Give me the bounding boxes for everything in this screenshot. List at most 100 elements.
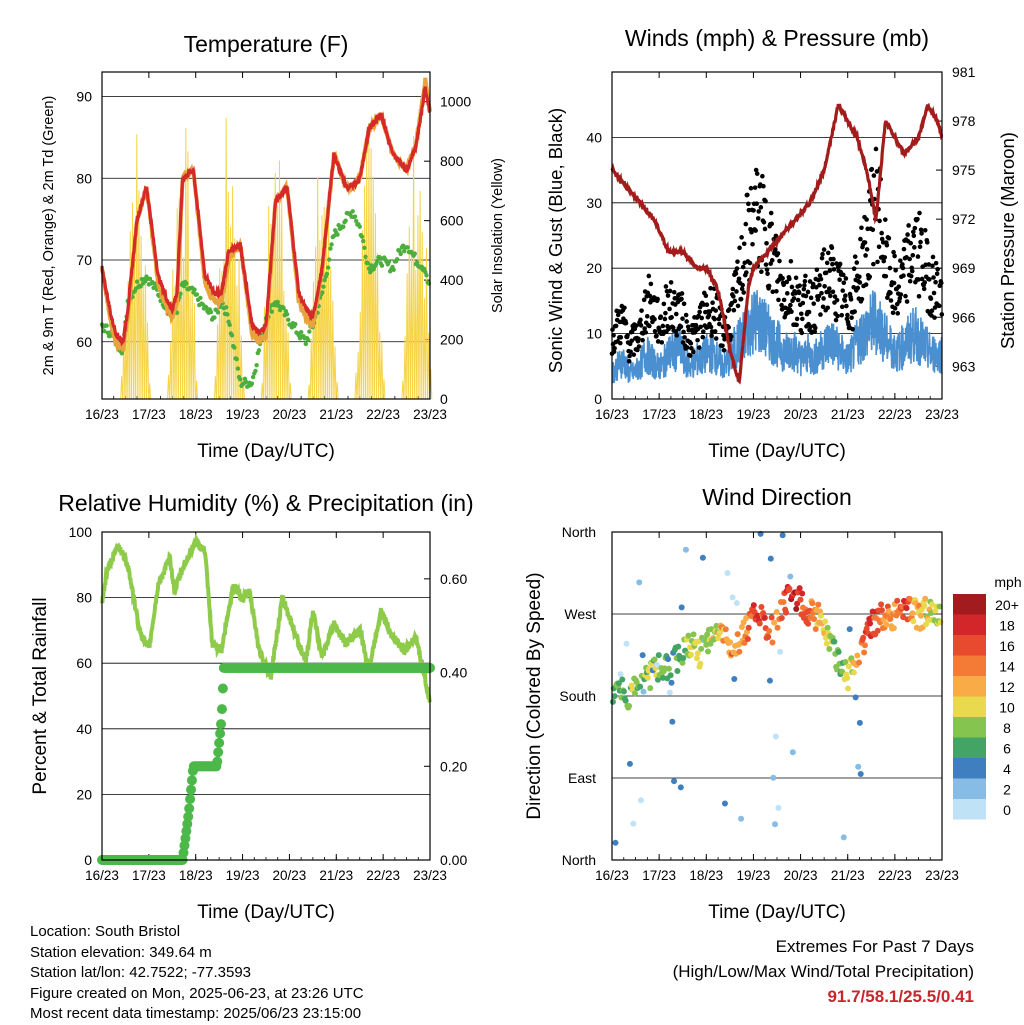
- gust-point: [820, 251, 825, 257]
- direction-point: [767, 555, 774, 562]
- gust-point: [647, 323, 652, 329]
- gust-point: [741, 241, 747, 247]
- direction-point: [671, 778, 678, 785]
- direction-point: [748, 613, 755, 620]
- direction-point: [611, 693, 618, 700]
- gust-point: [910, 252, 916, 258]
- dewpoint-point: [119, 351, 125, 356]
- gust-point: [761, 219, 767, 225]
- dewpoint-point: [322, 277, 327, 283]
- gust-point: [919, 276, 925, 282]
- dewpoint-point: [204, 305, 209, 310]
- gust-point: [823, 270, 829, 276]
- x-tick-label: 20/23: [784, 868, 818, 883]
- gust-point: [766, 283, 772, 289]
- x-tick-label: 18/23: [689, 407, 723, 422]
- gust-point: [720, 343, 725, 349]
- gust-point: [713, 308, 719, 313]
- gust-point: [882, 255, 888, 260]
- gust-point: [828, 293, 833, 299]
- dewpoint-point: [379, 263, 385, 268]
- gust-point: [869, 166, 875, 172]
- gust-point: [613, 323, 619, 329]
- gust-point: [749, 229, 754, 235]
- gust-point: [731, 307, 737, 313]
- x-axis-label: Time (Day/UTC): [708, 902, 846, 923]
- direction-point: [869, 608, 876, 615]
- gust-point: [852, 254, 858, 259]
- x-tick-label: 16/23: [595, 407, 629, 422]
- gust-point: [708, 285, 713, 291]
- colorbar-label: 0: [1003, 802, 1011, 818]
- rh-series: [100, 533, 432, 703]
- dewpoint-point: [178, 291, 183, 296]
- gust-point: [930, 254, 936, 260]
- direction-point: [758, 604, 765, 611]
- gust-point: [911, 233, 917, 239]
- gust-point: [888, 298, 894, 303]
- direction-point: [744, 636, 751, 643]
- colorbar-swatch: [953, 758, 986, 779]
- direction-point: [617, 671, 624, 678]
- gust-point: [915, 216, 920, 222]
- y-tick-label: 10: [586, 326, 602, 342]
- gust-point: [668, 280, 674, 285]
- dewpoint-point: [366, 266, 372, 271]
- direction-point: [936, 603, 943, 610]
- x-axis-label: Time (Day/UTC): [197, 902, 335, 923]
- gust-point: [833, 317, 839, 323]
- gust-point: [661, 301, 667, 307]
- direction-point: [704, 648, 711, 655]
- gust-point: [644, 314, 650, 319]
- gust-point: [826, 289, 832, 295]
- y-tick-label: 30: [586, 195, 602, 211]
- direction-point: [884, 603, 891, 610]
- gust-point: [655, 296, 660, 302]
- dewpoint-point: [362, 245, 367, 251]
- direction-point: [655, 652, 662, 659]
- gust-point: [812, 329, 818, 334]
- direction-point: [716, 629, 723, 636]
- gust-point: [843, 293, 848, 299]
- gust-point: [717, 321, 722, 327]
- gust-point: [681, 301, 687, 307]
- gust-point: [728, 334, 734, 339]
- dewpoint-point: [391, 267, 396, 272]
- gust-point: [851, 284, 856, 290]
- dewpoint-point: [354, 218, 359, 224]
- gust-point: [884, 242, 890, 248]
- gust-point: [794, 322, 799, 328]
- y-tick-label: West: [564, 606, 596, 622]
- direction-point: [812, 625, 819, 632]
- gust-point: [837, 277, 842, 283]
- y-tick-label: 40: [76, 721, 92, 737]
- direction-point: [844, 675, 851, 682]
- gust-point: [744, 270, 749, 275]
- gust-point: [803, 273, 808, 279]
- gust-point: [684, 345, 690, 350]
- gust-point: [837, 261, 843, 267]
- gust-point: [819, 290, 824, 296]
- gust-point: [768, 210, 774, 216]
- gust-point: [663, 284, 669, 289]
- gust-point: [710, 300, 715, 305]
- direction-point: [823, 640, 830, 647]
- gust-point: [709, 333, 714, 339]
- gust-point: [883, 273, 889, 279]
- gust-point: [646, 273, 652, 279]
- colorbar-swatch: [953, 799, 986, 820]
- gust-point: [922, 280, 927, 285]
- x-tick-label: 19/23: [226, 407, 260, 422]
- gust-point: [731, 294, 736, 299]
- x-tick-label: 22/23: [366, 407, 400, 422]
- gust-point: [680, 316, 685, 321]
- direction-point: [854, 652, 861, 659]
- dewpoint-point: [335, 232, 340, 237]
- direction-point: [639, 652, 646, 659]
- gust-point: [628, 349, 633, 355]
- dewpoint-point: [212, 315, 217, 320]
- direction-point: [698, 645, 705, 652]
- gust-point: [903, 293, 908, 299]
- y-tick-label: 20: [586, 260, 602, 276]
- gust-point: [824, 260, 830, 266]
